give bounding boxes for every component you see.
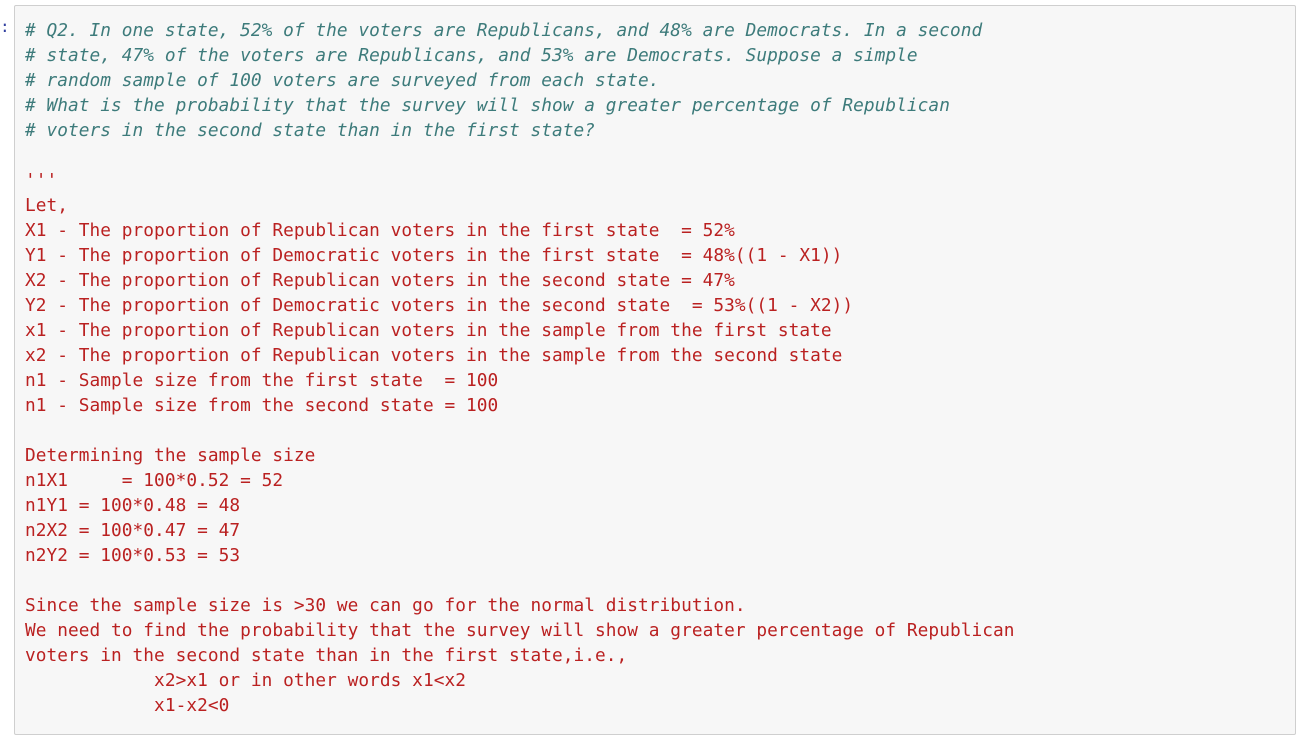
code-line: n1 - Sample size from the first state = … [25,370,499,391]
code-line: Determining the sample size [25,445,316,466]
code-line: # Q2. In one state, 52% of the voters ar… [25,20,983,41]
code-line: n1 - Sample size from the second state =… [25,395,499,416]
code-line: # What is the probability that the surve… [25,95,950,116]
code-line: n1X1 = 100*0.52 = 52 [25,470,284,491]
code-line: x1 - The proportion of Republican voters… [25,320,832,341]
code-line: Y1 - The proportion of Democratic voters… [25,245,843,266]
code-line: x2>x1 or in other words x1<x2 [25,670,466,691]
code-line: ''' [25,170,58,191]
code-line: Since the sample size is >30 we can go f… [25,595,746,616]
blank-line [25,418,1014,443]
code-line: We need to find the probability that the… [25,620,1015,641]
blank-line [25,568,1014,593]
code-line: X2 - The proportion of Republican voters… [25,270,735,291]
code-area[interactable]: # Q2. In one state, 52% of the voters ar… [25,18,1014,718]
blank-line [25,143,1014,168]
code-line: # random sample of 100 voters are survey… [25,70,660,91]
code-line: voters in the second state than in the f… [25,645,628,666]
code-line: n2Y2 = 100*0.53 = 53 [25,545,241,566]
code-line: # voters in the second state than in the… [25,120,596,141]
cell-prompt-marker: : [0,17,10,36]
code-cell-editor[interactable]: # Q2. In one state, 52% of the voters ar… [14,5,1296,735]
code-line: X1 - The proportion of Republican voters… [25,220,735,241]
code-line: Y2 - The proportion of Democratic voters… [25,295,854,316]
code-line: n1Y1 = 100*0.48 = 48 [25,495,241,516]
code-line: x1-x2<0 [25,695,230,716]
code-line: n2X2 = 100*0.47 = 47 [25,520,241,541]
code-line: x2 - The proportion of Republican voters… [25,345,843,366]
code-line: Let, [25,195,69,216]
code-line: # state, 47% of the voters are Republica… [25,45,918,66]
